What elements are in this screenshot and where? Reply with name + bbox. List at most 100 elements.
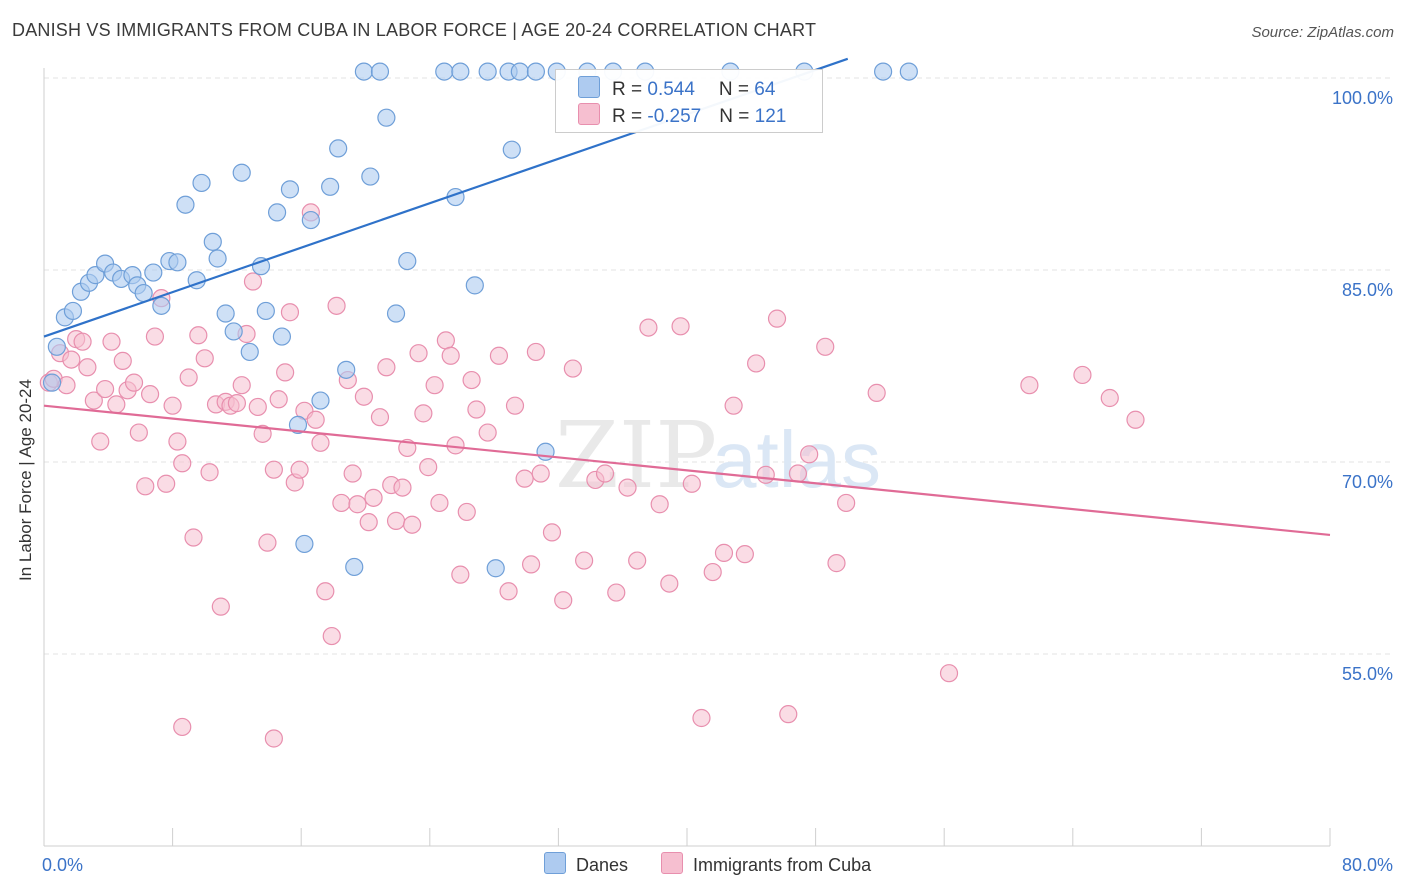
cuba-point (767, 309, 787, 328)
danes-point (288, 415, 308, 434)
cuba-point (607, 583, 626, 602)
cuba-point (682, 474, 701, 493)
cuba-n-value: 121 (754, 106, 787, 127)
cuba-point (1020, 376, 1039, 395)
cuba-point (436, 331, 455, 350)
y-axis-title: In Labor Force | Age 20-24 (16, 330, 36, 630)
cuba-point (145, 327, 165, 346)
cuba-point (867, 383, 886, 402)
danes-swatch (578, 76, 600, 98)
cuba-point (531, 464, 550, 483)
cuba-point (505, 396, 525, 415)
x-tick-labels: 0.0% 80.0% (42, 855, 1393, 875)
cuba-point (157, 474, 176, 493)
cuba-point (563, 359, 582, 378)
cuba-point (343, 464, 362, 483)
danes-n-label: N = (718, 79, 755, 100)
x-tick-label-min: 0.0% (42, 855, 83, 875)
cuba-point (107, 395, 126, 414)
cuba-point (816, 337, 835, 356)
danes-point (63, 301, 83, 321)
cuba-point (91, 432, 110, 451)
cuba-point (467, 400, 486, 419)
danes-point (486, 559, 505, 578)
legend-item-danes[interactable]: Danes (544, 852, 628, 876)
danes-point (329, 139, 348, 158)
danes-point (272, 327, 292, 346)
cuba-point (189, 326, 208, 345)
legend-row-cuba: R = -0.257 N = 121 (578, 103, 786, 127)
danes-point (240, 342, 259, 362)
danes-point (435, 62, 454, 81)
danes-n-value: 64 (754, 79, 776, 100)
axes (43, 68, 1331, 847)
cuba-point (441, 346, 460, 365)
danes-point (144, 263, 163, 282)
cuba-point (140, 385, 160, 404)
y-tick-label: 55.0% (1342, 664, 1393, 684)
cuba-point (173, 717, 192, 737)
cuba-point (168, 432, 187, 451)
danes-point (176, 195, 195, 214)
cuba-point (290, 460, 309, 479)
y-tick-labels: 100.0% 85.0% 70.0% 55.0% (1332, 88, 1393, 684)
cuba-point (332, 493, 351, 513)
danes-point (451, 62, 470, 81)
cuba-point (306, 410, 325, 429)
cuba-point (211, 597, 230, 616)
cuba-point (73, 332, 92, 351)
cuba-point (526, 342, 545, 362)
x-tick-label-max: 80.0% (1342, 855, 1393, 875)
cuba-r-value: -0.257 (647, 106, 702, 127)
cuba-point (499, 582, 518, 601)
cuba-point (258, 533, 277, 552)
cuba-point (462, 370, 481, 390)
cuba-point (322, 626, 341, 646)
cuba-swatch (578, 103, 600, 125)
cuba-point (370, 408, 390, 427)
cuba-point (671, 317, 690, 336)
cuba-point (280, 303, 300, 322)
danes-point (280, 180, 300, 199)
cuba-point (788, 464, 808, 483)
danes-point (152, 296, 171, 315)
cuba-point (1100, 388, 1119, 408)
cuba-point (747, 354, 766, 373)
cuba-point (78, 358, 97, 377)
danes-point (168, 253, 187, 272)
cuba-point (403, 515, 422, 534)
y-tick-label: 85.0% (1342, 280, 1393, 300)
legend-item-cuba[interactable]: Immigrants from Cuba (661, 852, 871, 876)
cuba-point (660, 574, 679, 593)
danes-point (337, 360, 356, 379)
correlation-legend: R = 0.544 N = 64 R = -0.257 N = 121 (555, 69, 823, 133)
cuba-point (419, 458, 438, 477)
cuba-point (515, 469, 534, 488)
danes-point (295, 534, 314, 554)
cuba-point (639, 318, 658, 337)
cuba-legend-label: Immigrants from Cuba (693, 855, 872, 875)
danes-point (321, 177, 340, 196)
danes-r-value: 0.544 (647, 79, 695, 100)
cuba-trend-line (43, 404, 1331, 537)
watermark-zip: ZIP (555, 402, 717, 509)
cuba-point (264, 729, 283, 748)
cuba-point (200, 463, 219, 482)
cuba-point (800, 445, 819, 464)
cuba-point (348, 495, 367, 514)
danes-point (267, 203, 287, 222)
chart-source: Source: ZipAtlas.com (1251, 24, 1394, 41)
cuba-point (521, 555, 541, 574)
danes-point (874, 62, 893, 81)
cuba-legend-swatch (661, 852, 684, 874)
cuba-point (136, 477, 155, 496)
cuba-point (393, 478, 412, 497)
danes-point (311, 391, 330, 410)
cuba-point (124, 373, 144, 392)
cuba-point (243, 272, 263, 291)
cuba-point (1073, 365, 1092, 385)
danes-r-label: R = (612, 79, 648, 100)
cuba-point (714, 543, 734, 562)
danes-point (224, 322, 243, 341)
cuba-point (227, 394, 246, 413)
